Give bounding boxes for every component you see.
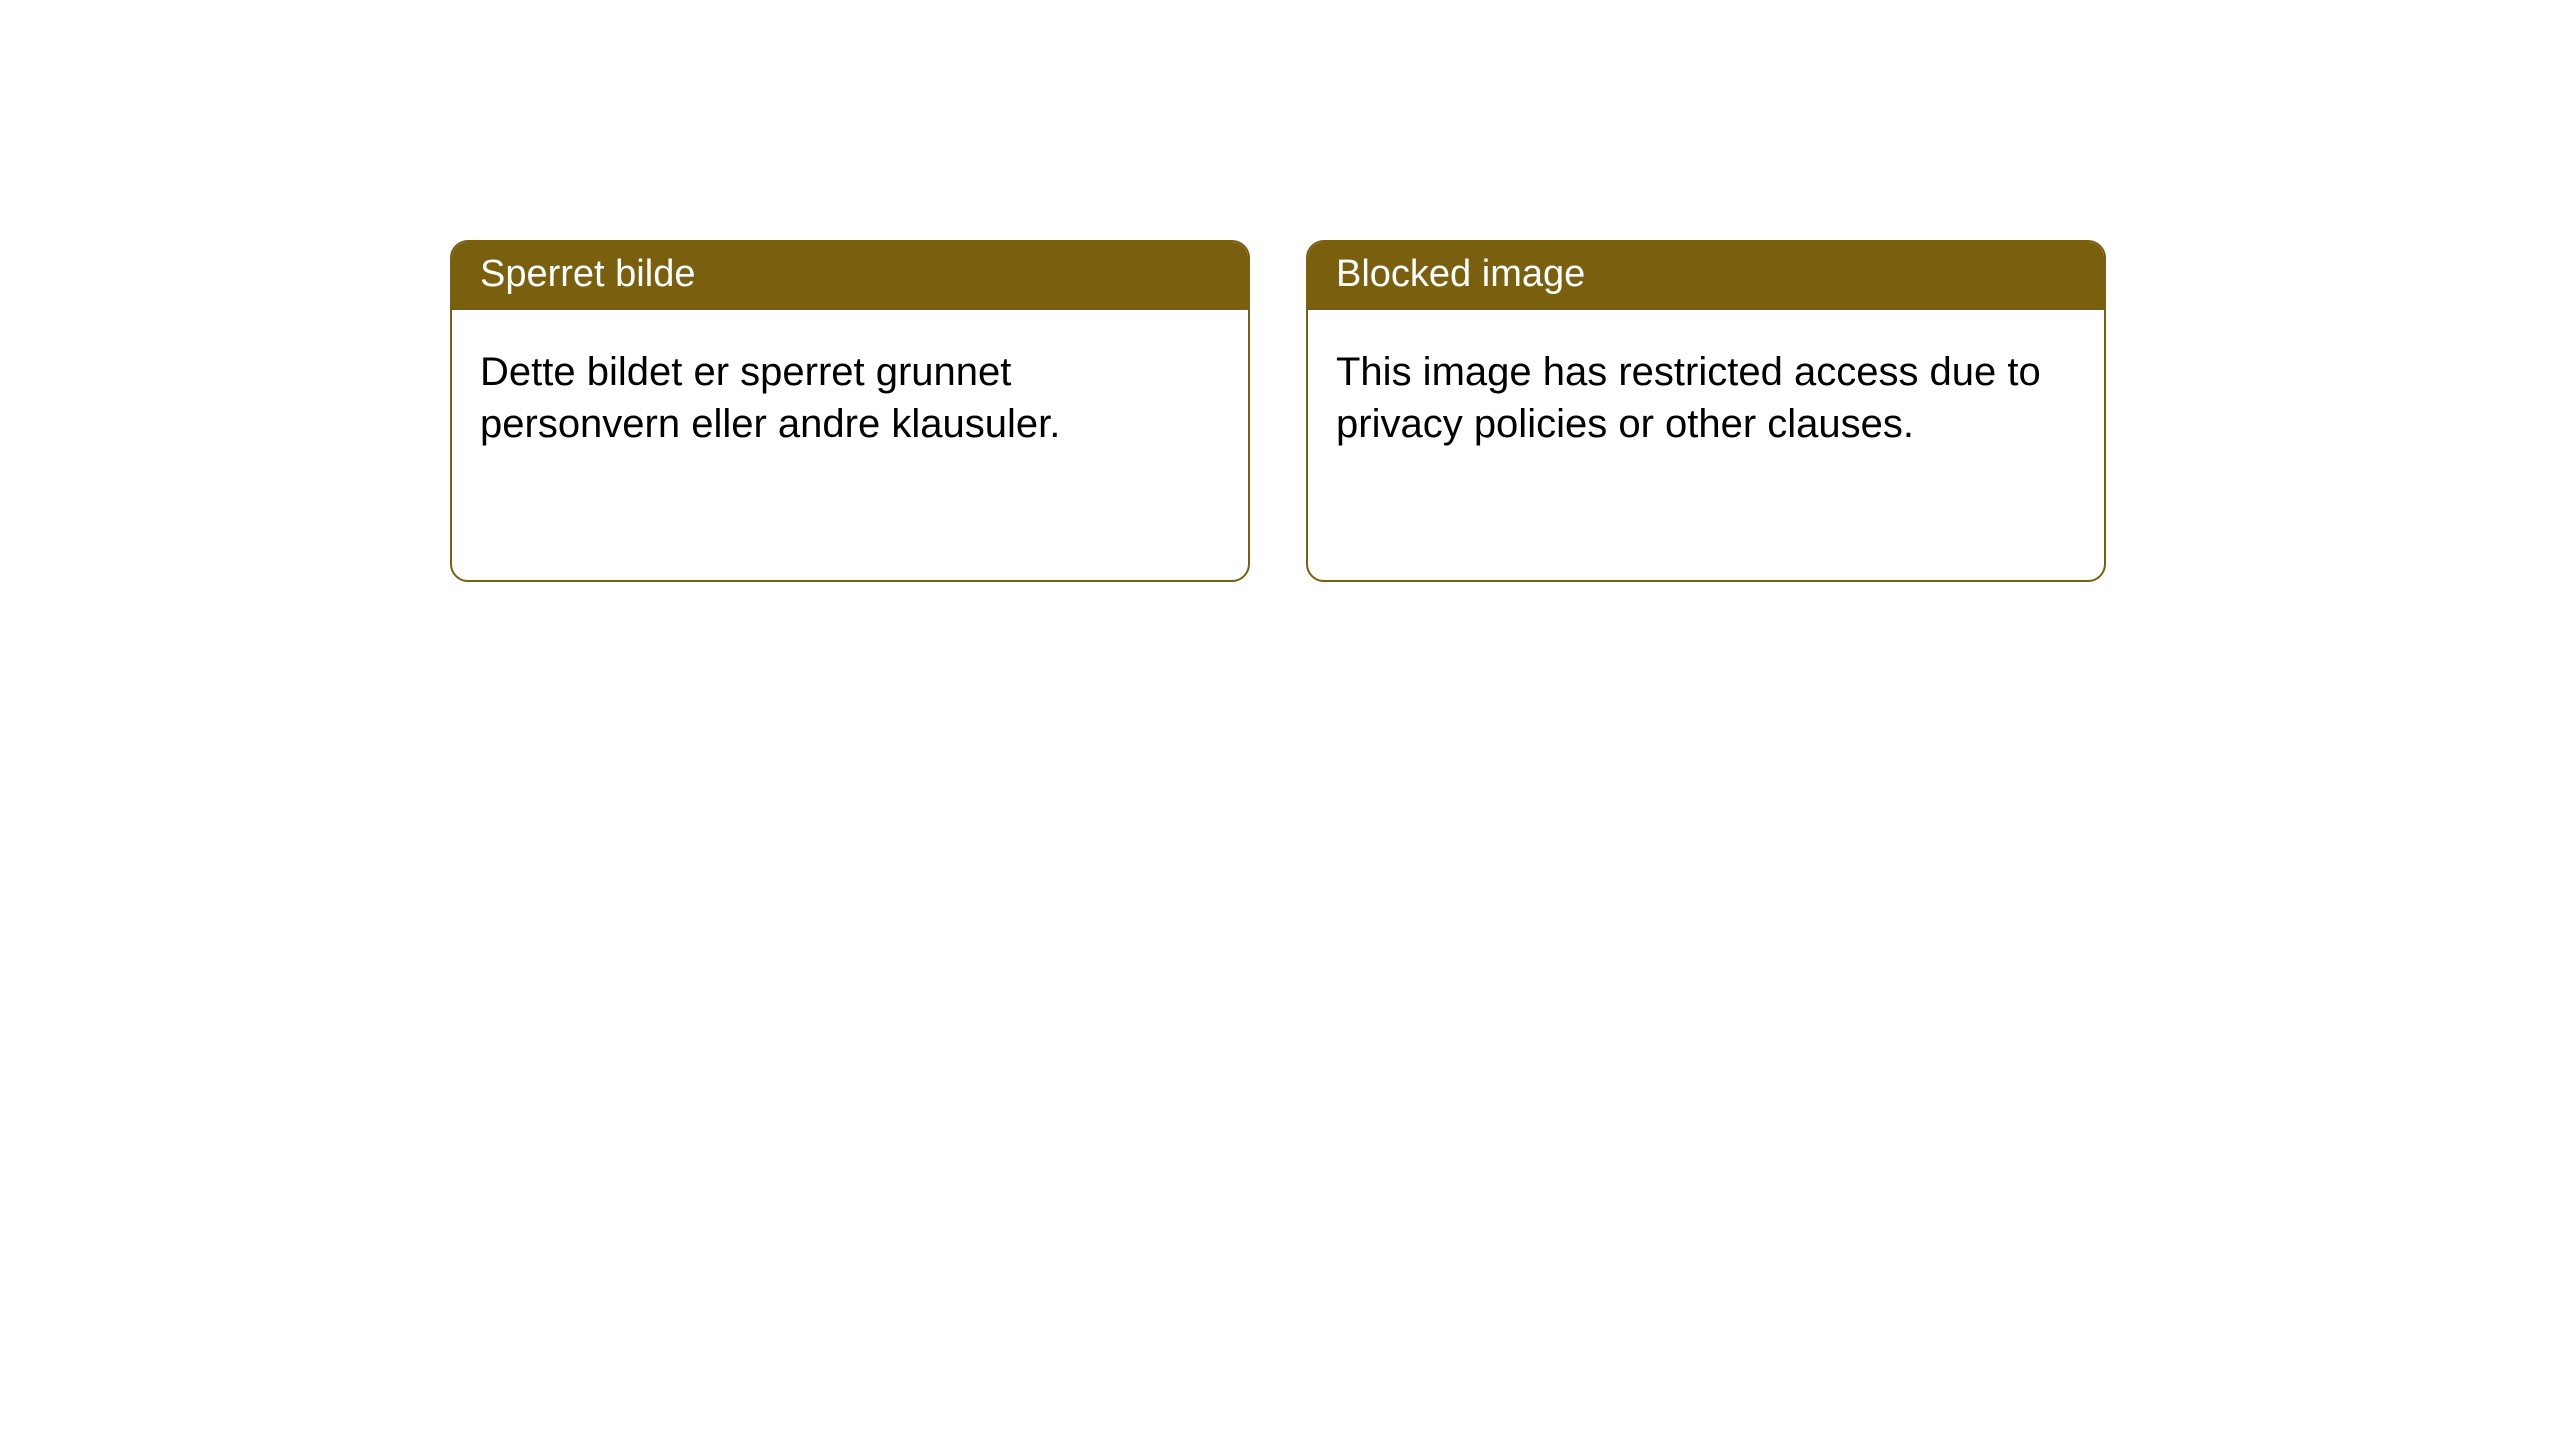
notice-container: Sperret bilde Dette bildet er sperret gr… [450, 240, 2106, 582]
card-header: Blocked image [1308, 242, 2104, 310]
card-title: Blocked image [1336, 253, 1585, 295]
card-body-text: Dette bildet er sperret grunnet personve… [480, 350, 1060, 446]
notice-card-english: Blocked image This image has restricted … [1306, 240, 2106, 582]
card-title: Sperret bilde [480, 253, 695, 295]
card-body: This image has restricted access due to … [1308, 310, 2104, 580]
notice-card-norwegian: Sperret bilde Dette bildet er sperret gr… [450, 240, 1250, 582]
card-header: Sperret bilde [452, 242, 1248, 310]
card-body-text: This image has restricted access due to … [1336, 350, 2041, 446]
card-body: Dette bildet er sperret grunnet personve… [452, 310, 1248, 580]
